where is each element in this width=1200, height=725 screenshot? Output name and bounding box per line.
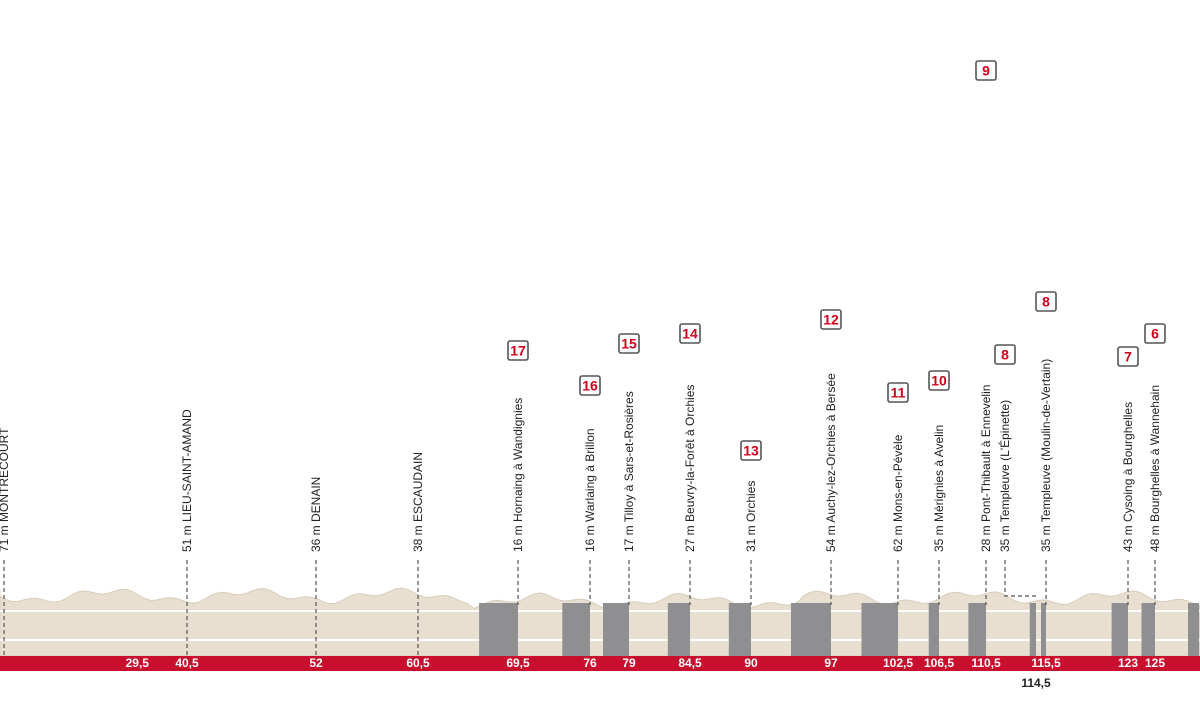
cobbled-section — [603, 603, 629, 656]
sector-badge — [1035, 291, 1057, 312]
guide-line — [1004, 560, 1036, 597]
sector-badge — [994, 344, 1016, 365]
cobbled-section — [928, 603, 939, 656]
sector-badge — [887, 382, 909, 403]
sector-badge — [820, 309, 842, 330]
town-label: 51 m LIEU-SAINT-AMAND — [180, 409, 194, 552]
town-label: 38 m ESCAUDAIN — [411, 452, 425, 552]
sector-label: 17 m Tilloy à Sars-et-Rosières — [622, 391, 636, 552]
sector-badge — [507, 340, 529, 361]
cobbled-section — [1188, 603, 1199, 656]
town-label: 36 m DENAIN — [309, 477, 323, 552]
sector-label: 16 m Warlaing à Brillon — [583, 428, 597, 552]
sector-number: 12 — [823, 312, 839, 328]
sector-badge — [740, 440, 762, 461]
km-tick-label: 84,5 — [678, 656, 702, 670]
sector-number: 10 — [931, 373, 947, 389]
cobbled-section — [1029, 603, 1036, 656]
sector-badge — [618, 333, 640, 354]
km-tick-label: 102,5 — [883, 656, 913, 670]
km-tick-label: 97 — [824, 656, 838, 670]
distance-axis-bar — [0, 656, 1200, 671]
terrain-profile — [0, 587, 1200, 657]
sector-badge — [975, 60, 997, 81]
cobbled-section — [861, 603, 898, 656]
sector-number: 11 — [891, 385, 906, 401]
sector-label: 43 m Cysoing à Bourghelles — [1121, 402, 1135, 552]
sector-badge — [679, 323, 701, 344]
km-tick-label: 106,5 — [924, 656, 954, 670]
sector-label: 31 m Orchies — [744, 481, 758, 552]
sector-badge — [928, 370, 950, 391]
sector-number: 8 — [1001, 347, 1009, 363]
km-tick-label: 69,5 — [506, 656, 530, 670]
sector-number: 7 — [1124, 349, 1132, 365]
cobbled-section — [968, 603, 986, 656]
sector-label: 28 m Pont-Thibault à Ennevelin — [979, 385, 993, 552]
sector-label: 27 m Beuvry-la-Forêt à Orchies — [683, 385, 697, 552]
sector-number: 9 — [982, 63, 990, 79]
town-label: 71 m MONTRECOURT — [0, 427, 11, 552]
km-tick-label: 40,5 — [175, 656, 199, 670]
sector-badge — [1117, 346, 1139, 367]
cobbled-section — [667, 603, 690, 656]
sector-label: 62 m Mons-en-Pévèle — [891, 434, 905, 552]
sector-number: 15 — [621, 336, 637, 352]
km-tick-label: 114,5 — [1021, 676, 1051, 690]
km-tick-label: 52 — [309, 656, 323, 670]
sector-number: 6 — [1151, 326, 1159, 342]
sector-number: 8 — [1042, 294, 1050, 310]
km-tick-label: 79 — [622, 656, 636, 670]
sector-label: 35 m Mérignies à Avelin — [932, 425, 946, 552]
sector-label: 48 m Bourghelles à Wannehain — [1148, 385, 1162, 552]
km-tick-label: 110,5 — [971, 656, 1001, 670]
km-tick-label: 60,5 — [406, 656, 430, 670]
sector-badge — [579, 375, 601, 396]
sector-label: 35 m Templeuve (L'Épinette) — [997, 400, 1012, 552]
cobbled-section — [791, 603, 831, 656]
km-tick-label: 90 — [744, 656, 758, 670]
sector-number: 14 — [682, 326, 698, 342]
sector-badge — [1144, 323, 1166, 344]
sector-number: 13 — [743, 443, 759, 459]
cobbled-section — [728, 603, 751, 656]
sector-number: 16 — [582, 378, 598, 394]
sector-label: 16 m Hornaing à Wandignies — [511, 398, 525, 552]
cobbled-section — [479, 603, 518, 656]
sector-label: 54 m Auchy-lez-Orchies à Bersée — [824, 373, 838, 552]
sector-label: 35 m Templeuve (Moulin-de-Vertain) — [1039, 359, 1053, 552]
cobbled-section — [1111, 603, 1128, 656]
km-tick-label: 125 — [1145, 656, 1165, 670]
km-tick-label: 76 — [583, 656, 597, 670]
sector-number: 17 — [510, 343, 526, 359]
km-tick-label: 115,5 — [1031, 656, 1061, 670]
cobbled-section — [562, 603, 590, 656]
cobbled-section — [1141, 603, 1155, 656]
km-tick-label: 29,5 — [126, 656, 150, 670]
cobbled-section — [1041, 603, 1046, 656]
km-tick-label: 123 — [1118, 656, 1138, 670]
